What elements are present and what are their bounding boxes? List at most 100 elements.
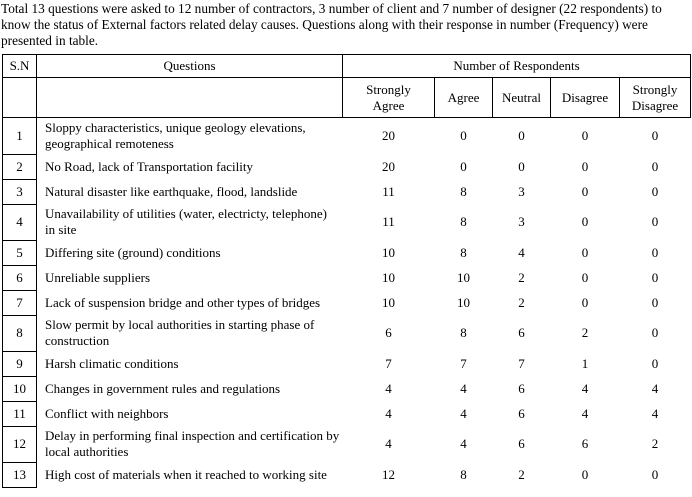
- row-value-strongly-agree: 20: [382, 128, 395, 143]
- row-value-strongly-disagree: 4: [651, 380, 659, 396]
- row-value-strongly-disagree: 0: [651, 214, 659, 229]
- row-value-neutral: 0: [518, 128, 525, 143]
- header-disagree: Disagree: [550, 77, 620, 118]
- header-neutral: Neutral: [492, 77, 551, 118]
- table-body: 1 Sloppy characteristics, unique geology…: [2, 117, 691, 488]
- header-strongly-disagree: Strongly Disagree: [618, 77, 692, 118]
- row-value-strongly-agree: 10: [382, 244, 395, 260]
- row-value-strongly-disagree: 2: [651, 436, 659, 451]
- row-question: Differing site (ground) conditions: [45, 244, 221, 260]
- table-row: 9 Harsh climatic conditions 7 7 7 1 0: [2, 350, 691, 377]
- row-value-agree: 8: [460, 466, 467, 482]
- header-empty-sn: [2, 77, 37, 118]
- row-value-strongly-disagree: 0: [651, 325, 659, 340]
- row-value-disagree: 4: [581, 405, 589, 421]
- row-value-strongly-disagree: 4: [651, 405, 659, 421]
- row-serial-number: 10: [2, 375, 37, 402]
- row-value-neutral: 3: [518, 214, 525, 229]
- row-value-strongly-agree: 10: [382, 294, 395, 310]
- row-value-neutral: 7: [518, 355, 525, 371]
- row-value-neutral: 2: [518, 294, 525, 310]
- row-value-neutral: 2: [518, 466, 525, 482]
- table-row: 6 Unreliable suppliers 10 10 2 0 0: [2, 264, 691, 291]
- row-value-strongly-disagree: 0: [651, 244, 659, 260]
- table-row: 5 Differing site (ground) conditions 10 …: [2, 239, 691, 266]
- row-value-neutral: 6: [518, 325, 525, 340]
- row-question: Sloppy characteristics, unique geology e…: [45, 120, 306, 151]
- row-question: Unreliable suppliers: [45, 269, 151, 285]
- row-value-strongly-agree: 4: [385, 436, 392, 451]
- row-serial-number: 4: [2, 203, 37, 241]
- row-serial-number: 11: [2, 400, 37, 427]
- row-value-agree: 8: [460, 214, 467, 229]
- row-value-neutral: 6: [518, 380, 525, 396]
- row-question: Slow permit by local authorities in star…: [45, 317, 315, 348]
- row-value-disagree: 2: [581, 325, 589, 340]
- row-value-agree: 8: [460, 325, 467, 340]
- table-row: 1 Sloppy characteristics, unique geology…: [2, 117, 691, 155]
- row-value-strongly-agree: 4: [385, 380, 392, 396]
- row-value-strongly-disagree: 0: [651, 158, 659, 174]
- row-value-agree: 7: [460, 355, 467, 371]
- row-value-disagree: 0: [581, 128, 589, 143]
- header-strongly-agree: Strongly Agree: [342, 77, 435, 118]
- row-question: No Road, lack of Transportation facility: [45, 158, 253, 174]
- table-row: 7 Lack of suspension bridge and other ty…: [2, 289, 691, 316]
- table-row: 11 Conflict with neighbors 4 4 6 4 4: [2, 400, 691, 427]
- row-value-strongly-agree: 11: [382, 214, 395, 229]
- row-value-disagree: 0: [581, 183, 589, 199]
- row-value-agree: 8: [460, 244, 467, 260]
- header-row-scale: Strongly Agree Agree Neutral Disagree St…: [2, 77, 692, 118]
- row-value-agree: 0: [460, 128, 467, 143]
- header-agree: Agree: [434, 77, 493, 118]
- row-serial-number: 7: [2, 289, 37, 316]
- row-value-strongly-disagree: 0: [651, 355, 659, 371]
- row-serial-number: 12: [2, 425, 37, 463]
- row-value-strongly-agree: 20: [382, 158, 395, 174]
- row-serial-number: 6: [2, 264, 37, 291]
- table-row: 4 Unavailability of utilities (water, el…: [2, 203, 691, 241]
- header-number-of-respondents: Number of Respondents: [341, 54, 692, 78]
- row-value-neutral: 2: [518, 269, 525, 285]
- row-value-agree: 4: [460, 380, 467, 396]
- row-value-neutral: 6: [518, 405, 525, 421]
- table-row: 8 Slow permit by local authorities in st…: [2, 314, 691, 352]
- row-value-strongly-agree: 11: [382, 183, 395, 199]
- row-serial-number: 5: [2, 239, 37, 266]
- row-question: Unavailability of utilities (water, elec…: [45, 206, 328, 237]
- row-value-agree: 10: [457, 294, 470, 310]
- row-value-neutral: 0: [518, 158, 525, 174]
- row-serial-number: 13: [2, 461, 37, 488]
- row-value-neutral: 3: [518, 183, 525, 199]
- row-value-strongly-disagree: 0: [651, 128, 659, 143]
- row-value-strongly-agree: 4: [385, 405, 392, 421]
- survey-frequency-table: S.N Questions Number of Respondents Stro…: [2, 54, 692, 488]
- row-serial-number: 1: [2, 117, 37, 155]
- table-row: 10 Changes in government rules and regul…: [2, 375, 691, 402]
- row-question: Conflict with neighbors: [45, 405, 169, 421]
- header-row-groups: S.N Questions Number of Respondents: [2, 54, 692, 78]
- row-question: Delay in performing final inspection and…: [45, 428, 340, 459]
- table-row: 12 Delay in performing final inspection …: [2, 425, 691, 463]
- table-row: 2 No Road, lack of Transportation facili…: [2, 153, 691, 180]
- row-question: Lack of suspension bridge and other type…: [45, 294, 321, 310]
- row-value-strongly-disagree: 0: [651, 294, 659, 310]
- table-header: S.N Questions Number of Respondents Stro…: [2, 54, 692, 118]
- row-serial-number: 8: [2, 314, 37, 352]
- row-question: Harsh climatic conditions: [45, 355, 179, 371]
- row-value-agree: 8: [460, 183, 467, 199]
- row-value-strongly-agree: 6: [385, 325, 392, 340]
- row-value-disagree: 1: [581, 355, 589, 371]
- row-value-disagree: 6: [581, 436, 589, 451]
- row-value-disagree: 4: [581, 380, 589, 396]
- row-serial-number: 2: [2, 153, 37, 180]
- row-value-disagree: 0: [581, 214, 589, 229]
- row-value-agree: 0: [460, 158, 467, 174]
- row-value-strongly-agree: 12: [382, 466, 395, 482]
- row-value-disagree: 0: [581, 244, 589, 260]
- row-value-agree: 4: [460, 405, 467, 421]
- row-question: Natural disaster like earthquake, flood,…: [45, 183, 298, 199]
- table-row: 13 High cost of materials when it reache…: [2, 461, 691, 488]
- row-value-disagree: 0: [581, 269, 589, 285]
